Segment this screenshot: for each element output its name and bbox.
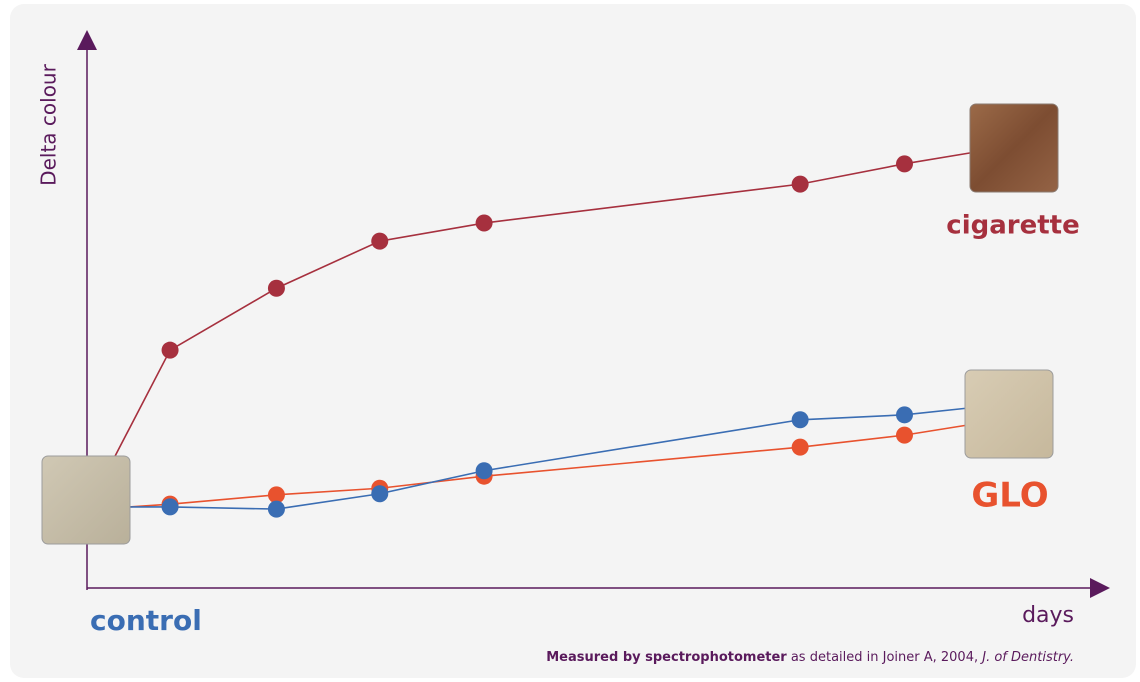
point [895,426,913,444]
point [267,486,285,504]
footnote-plain: as detailed in Joiner A, 2004, [791,650,978,665]
swatch-glo [964,369,1054,459]
panel [10,4,1136,678]
point [267,500,285,518]
y-arrow [77,30,97,50]
point [475,462,493,480]
point [791,411,809,429]
swatch-cigarette [969,103,1059,193]
footnote: Measured by spectrophotometer as detaile… [546,650,1074,665]
point [791,438,809,456]
point [371,232,389,250]
swatch-control [41,455,131,545]
point [475,214,493,232]
point [895,406,913,424]
footnote-bold: Measured by spectrophotometer [546,650,787,665]
y-axis-label: Delta colour [37,63,61,185]
series-label: cigarette [946,211,1079,241]
point [791,175,809,193]
point [371,485,389,503]
series-line [129,407,967,510]
point [267,279,285,297]
plot-area [109,152,971,518]
series-label: GLO [971,476,1048,516]
point [895,155,913,173]
series-label: control [90,604,202,637]
series-line [109,152,971,466]
x-arrow [1090,578,1110,598]
point [161,341,179,359]
x-axis-label: days [1022,603,1074,628]
point [161,498,179,516]
footnote-italic: J. of Dentistry. [979,650,1074,665]
